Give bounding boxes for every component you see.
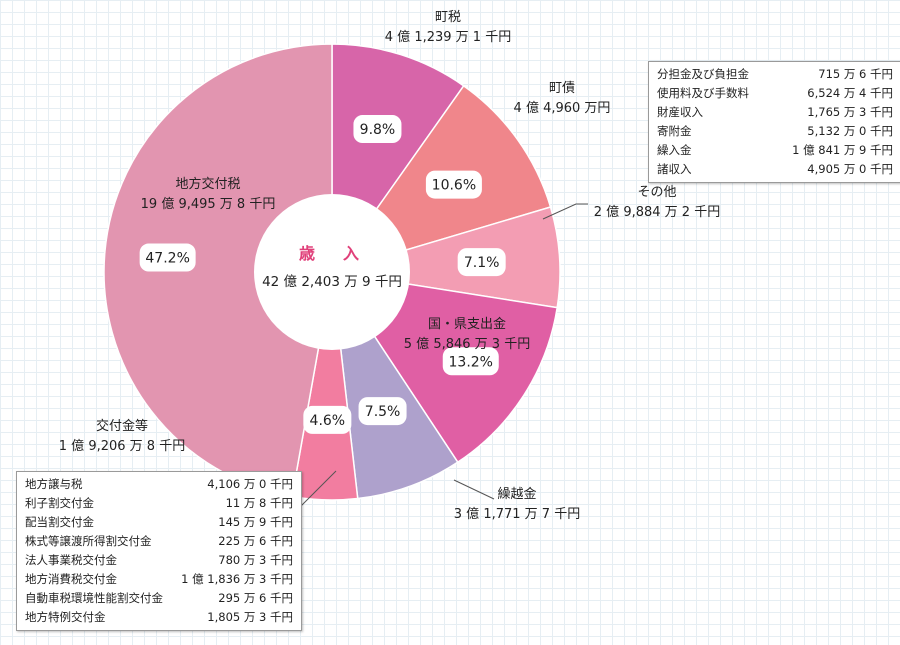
slice-7-amount-label: 19 億 9,495 万 8 千円: [141, 196, 276, 212]
other-detail-item-name: 分担金及び負担金: [657, 67, 749, 81]
slice-5-name-label: 繰越金: [497, 486, 536, 502]
grant-detail-item-name: 株式等譲渡所得割交付金: [25, 534, 152, 548]
grant-detail-item-amount: 225 万 6 千円: [218, 534, 293, 548]
grant-detail-row: 地方特例交付金 1,805 万 3 千円: [25, 608, 293, 627]
slice-7-percent-box: [139, 243, 196, 272]
other-details-box: 分担金及び負担金 715 万 6 千円使用料及び手数料 6,524 万 4 千円財産…: [648, 61, 900, 183]
donut-hole: [254, 194, 410, 350]
grant-detail-row: 法人事業税交付金 780 万 3 千円: [25, 551, 293, 570]
slice-1-percent-box: [353, 115, 402, 144]
slice-4-name-label: 国・県支出金: [428, 316, 506, 332]
other-detail-row: 諸収入 4,905 万 0 千円: [657, 160, 893, 179]
grant-detail-row: 株式等譲渡所得割交付金 225 万 6 千円: [25, 532, 293, 551]
slice-3-leader-line: [542, 203, 588, 220]
slice-7-percent-label: 47.2%: [145, 251, 189, 267]
grant-detail-item-amount: 295 万 6 千円: [218, 591, 293, 605]
slice-6-percent-box: [303, 405, 352, 434]
grant-detail-item-amount: 780 万 3 千円: [218, 553, 293, 567]
slice-4-percent-label: 13.2%: [449, 354, 493, 370]
slice-3-wedge: [331, 206, 561, 309]
other-detail-item-name: 寄附金: [657, 124, 692, 138]
other-detail-row: 使用料及び手数料 6,524 万 4 千円: [657, 84, 893, 103]
other-detail-item-name: 繰入金: [657, 143, 692, 157]
grant-detail-row: 自動車税環境性能割交付金 295 万 6 千円: [25, 589, 293, 608]
slice-5-percent-label: 7.5%: [365, 404, 401, 420]
center-title: 歳 入: [299, 244, 365, 263]
slice-4-percent-box: [442, 347, 499, 376]
slice-5-amount-label: 3 億 1,771 万 7 千円: [454, 506, 580, 522]
slice-2-percent-label: 10.6%: [432, 178, 476, 194]
grant-detail-item-amount: 145 万 9 千円: [218, 515, 293, 529]
slice-3-percent-label: 7.1%: [464, 255, 500, 271]
grant-details-box: 地方譲与税 4,106 万 0 千円利子割交付金 11 万 8 千円配当割交付金 14…: [16, 471, 302, 631]
slice-7-name-label: 地方交付税: [175, 176, 240, 192]
center-total: 42 億 2,403 万 9 千円: [262, 274, 402, 290]
slice-5-leader-line: [453, 479, 495, 500]
grant-detail-item-name: 利子割交付金: [25, 496, 94, 510]
other-detail-row: 財産収入 1,765 万 3 千円: [657, 103, 893, 122]
slice-6-leader-line: [300, 470, 337, 507]
grant-detail-item-name: 地方消費税交付金: [25, 572, 117, 586]
other-detail-item-amount: 4,905 万 0 千円: [807, 162, 893, 176]
slice-3-amount-label: 2 億 9,884 万 2 千円: [594, 204, 720, 220]
grant-detail-row: 地方消費税交付金 1 億 1,836 万 3 千円: [25, 570, 293, 589]
slice-1-name-label: 町税: [435, 10, 461, 25]
slice-1-percent-label: 9.8%: [360, 122, 396, 138]
slice-2-name-label: 町債: [549, 81, 575, 96]
slice-6-amount-label: 1 億 9,206 万 8 千円: [59, 438, 185, 454]
slice-3-percent-box: [457, 248, 506, 277]
other-detail-row: 繰入金 1 億 841 万 9 千円: [657, 141, 893, 160]
grant-detail-item-amount: 11 万 8 千円: [225, 496, 293, 510]
slice-2-amount-label: 4 億 4,960 万円: [514, 100, 611, 116]
grant-detail-row: 利子割交付金 11 万 8 千円: [25, 494, 293, 513]
other-detail-item-amount: 6,524 万 4 千円: [807, 86, 893, 100]
slice-1-amount-label: 4 億 1,239 万 1 千円: [385, 29, 511, 45]
other-detail-item-amount: 5,132 万 0 千円: [807, 124, 893, 138]
slice-5-percent-box: [358, 397, 407, 426]
grant-detail-row: 地方譲与税 4,106 万 0 千円: [25, 475, 293, 494]
other-detail-item-amount: 715 万 6 千円: [818, 67, 893, 81]
grant-detail-item-name: 自動車税環境性能割交付金: [25, 591, 163, 605]
grant-detail-row: 配当割交付金 145 万 9 千円: [25, 513, 293, 532]
other-detail-item-name: 財産収入: [657, 105, 703, 119]
slice-7-wedge: [103, 43, 333, 498]
other-detail-row: 寄附金 5,132 万 0 千円: [657, 122, 893, 141]
grant-detail-item-name: 地方特例交付金: [25, 610, 106, 624]
grant-detail-item-name: 法人事業税交付金: [25, 553, 117, 567]
grant-detail-item-name: 地方譲与税: [25, 477, 83, 491]
slice-6-name-label: 交付金等: [96, 418, 148, 434]
other-detail-item-amount: 1 億 841 万 9 千円: [792, 143, 893, 157]
other-detail-item-amount: 1,765 万 3 千円: [807, 105, 893, 119]
other-detail-item-name: 使用料及び手数料: [657, 86, 749, 100]
grant-detail-item-amount: 1 億 1,836 万 3 千円: [181, 572, 293, 586]
slice-2-percent-box: [425, 170, 482, 199]
grant-detail-item-name: 配当割交付金: [25, 515, 94, 529]
grant-detail-item-amount: 1,805 万 3 千円: [207, 610, 293, 624]
slice-6-percent-label: 4.6%: [310, 413, 346, 429]
other-detail-row: 分担金及び負担金 715 万 6 千円: [657, 65, 893, 84]
slice-4-amount-label: 5 億 5,846 万 3 千円: [404, 336, 530, 352]
slice-3-name-label: その他: [637, 185, 676, 200]
grant-detail-item-amount: 4,106 万 0 千円: [207, 477, 293, 491]
other-detail-item-name: 諸収入: [657, 162, 692, 176]
